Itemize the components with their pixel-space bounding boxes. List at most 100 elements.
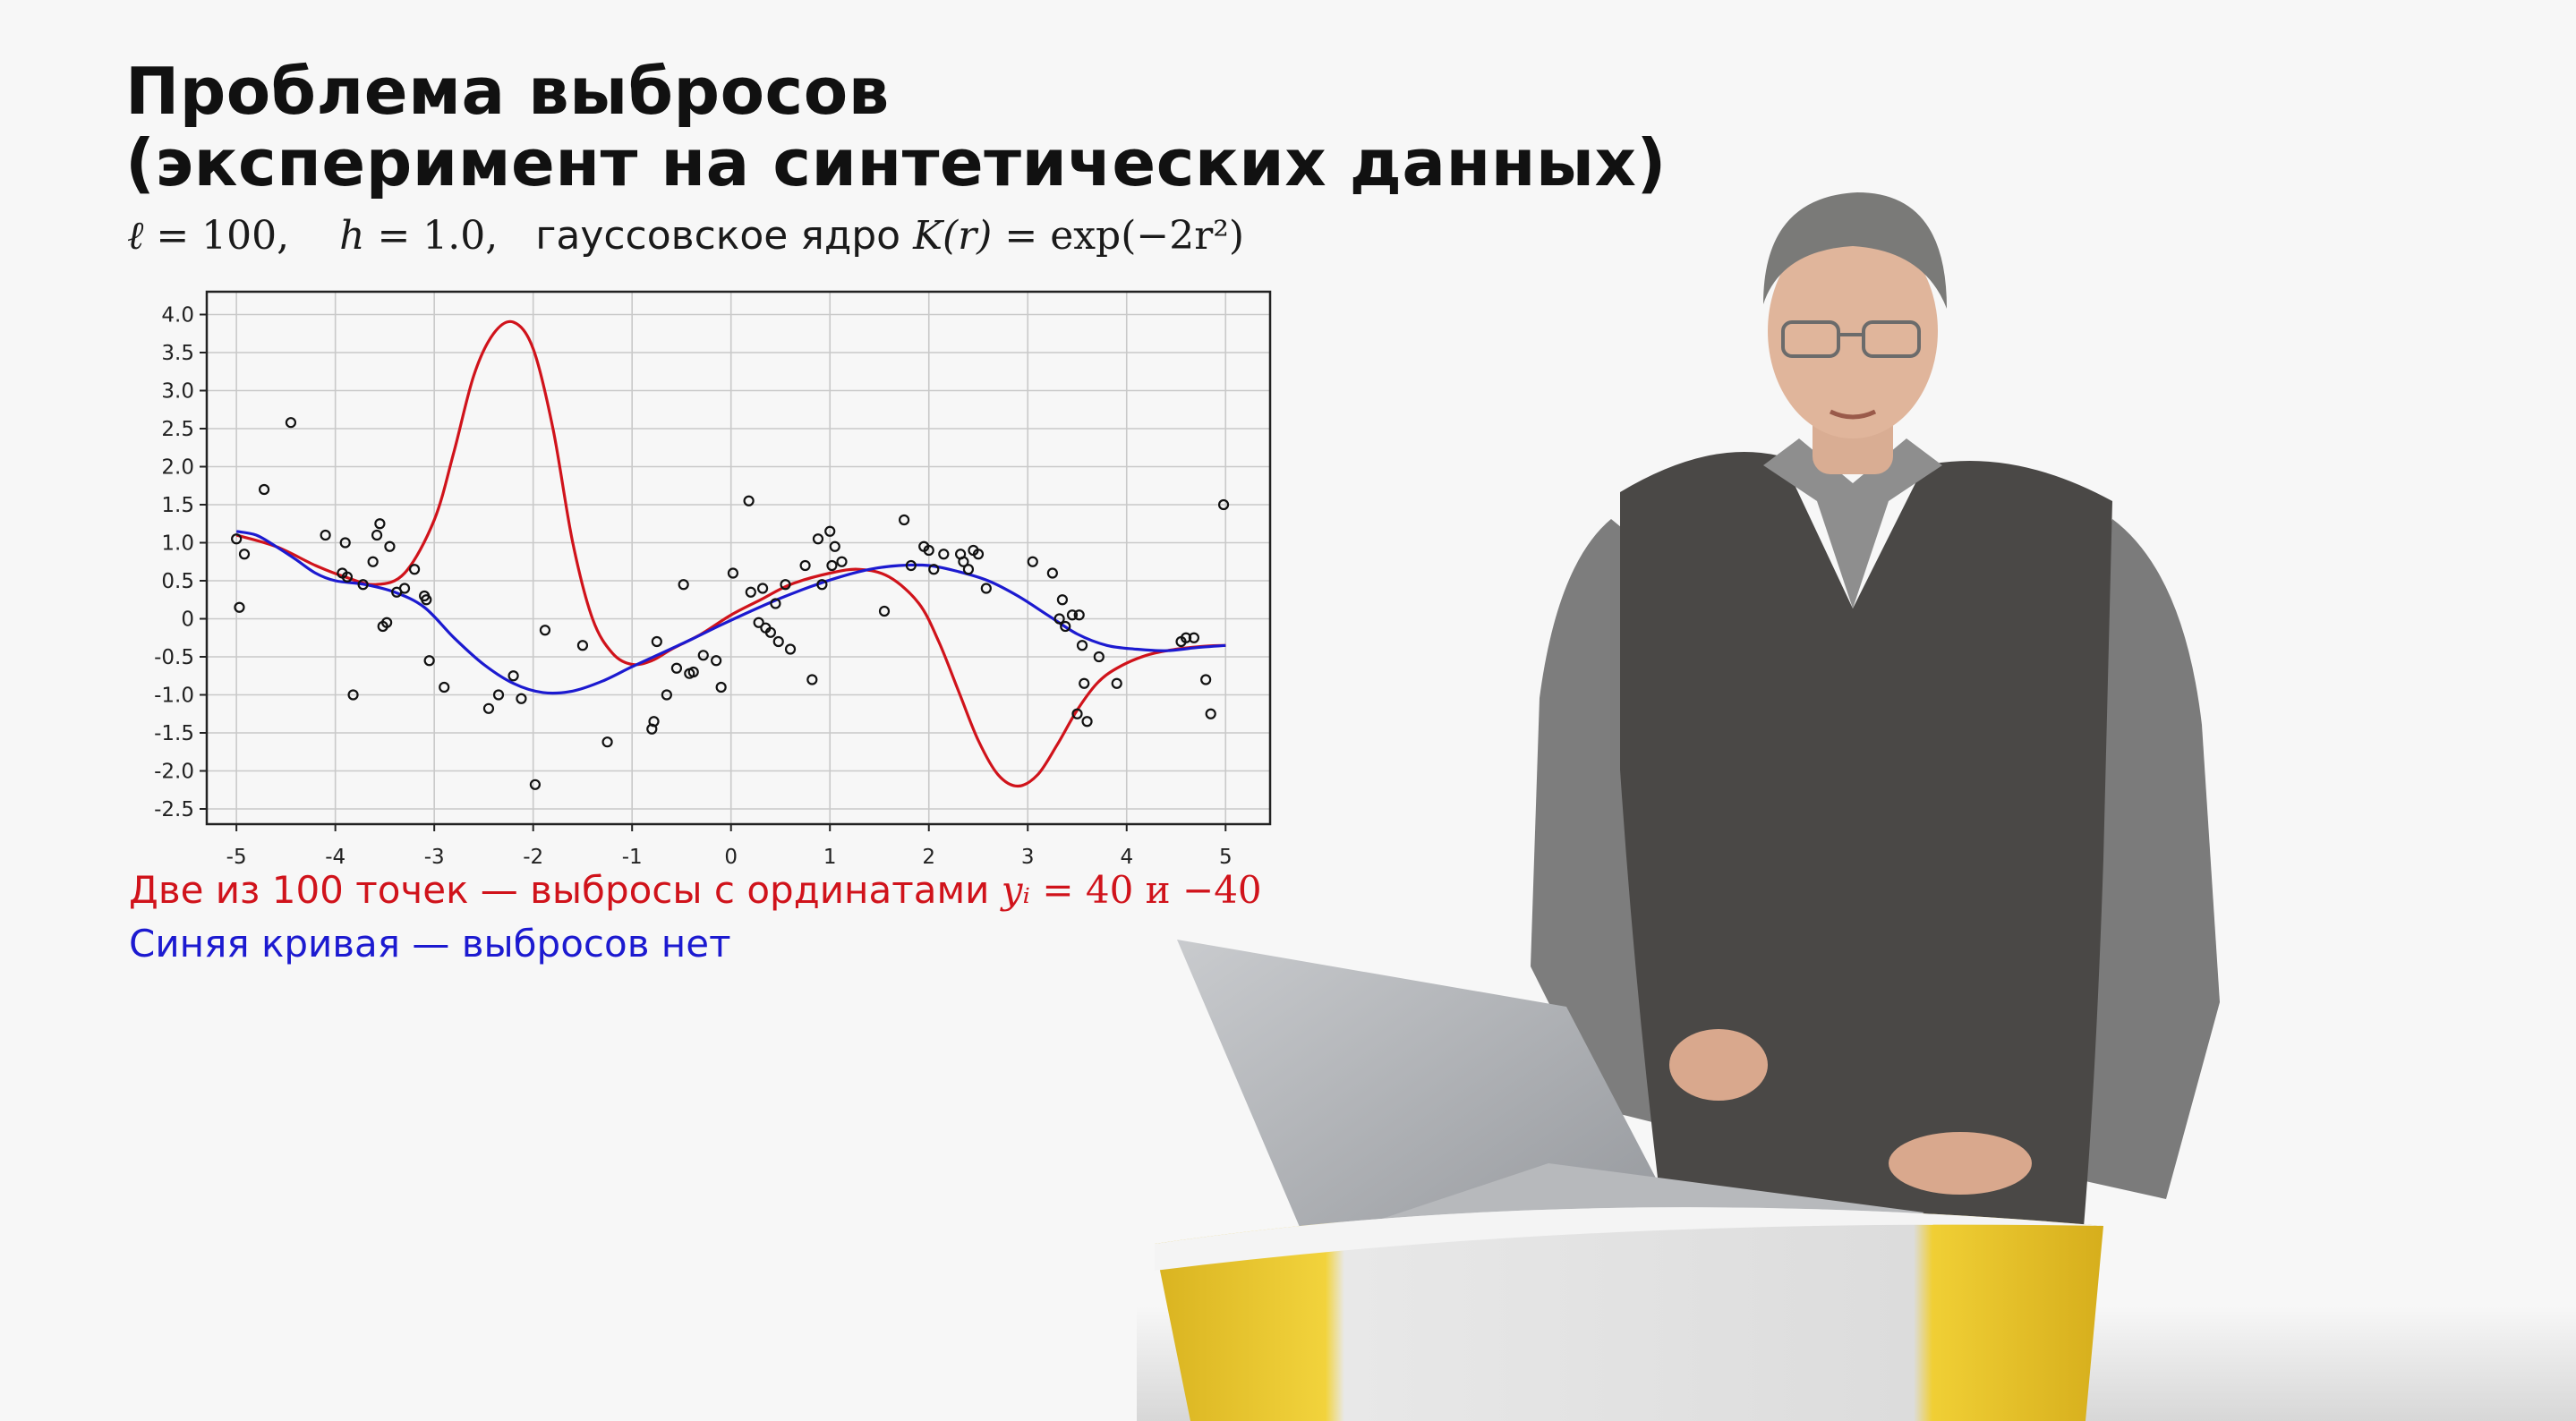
presenter-vest [1620, 452, 2112, 1306]
data-point [648, 716, 660, 728]
data-point [764, 626, 777, 638]
data-point [784, 643, 797, 655]
data-point [824, 525, 836, 537]
caption-no-outliers: Синяя кривая — выбросов нет [129, 922, 731, 966]
data-point [1053, 613, 1065, 625]
data-point [1200, 674, 1212, 685]
data-point [320, 529, 331, 541]
data-point [958, 556, 969, 567]
red-curve-with-outliers [235, 319, 1226, 788]
y-tick-label: 0.5 [161, 570, 194, 593]
slide-title: Проблема выбросов (эксперимент на синтет… [125, 55, 1667, 199]
y-tick-label: 1.0 [161, 532, 194, 556]
data-point [384, 540, 396, 552]
data-point [1071, 708, 1083, 719]
data-point [878, 605, 891, 617]
data-point [398, 583, 411, 594]
data-point [381, 617, 393, 628]
data-point [1076, 640, 1088, 651]
data-point [905, 559, 917, 572]
data-point [482, 702, 495, 714]
data-point [1060, 620, 1071, 633]
x-tick-label: -1 [622, 846, 643, 868]
data-point [374, 518, 386, 530]
y-tick-label: 3.5 [161, 342, 194, 365]
data-point [938, 549, 950, 560]
data-point [670, 662, 683, 674]
x-tick-label: 1 [823, 846, 837, 868]
param-kernel-text: гауссовское ядро [535, 213, 901, 259]
data-point [1046, 567, 1058, 579]
grid [200, 292, 1270, 831]
data-point [715, 681, 727, 693]
data-point [928, 564, 940, 575]
data-point [339, 537, 351, 549]
data-point [1027, 556, 1038, 567]
data-point [539, 625, 551, 636]
data-point [697, 650, 709, 661]
x-tick-label: 4 [1120, 846, 1133, 868]
caption-outliers: Две из 100 точек — выбросы с ординатами … [129, 868, 1262, 912]
data-point [743, 495, 755, 506]
title-line-1: Проблема выбросов [125, 54, 890, 129]
y-tick-label: 1.5 [161, 494, 194, 517]
x-tick-label: 2 [922, 846, 935, 868]
data-point [799, 559, 811, 572]
data-point [423, 655, 435, 667]
data-point [1180, 632, 1192, 643]
data-point [367, 556, 379, 567]
presenter-photo [1137, 192, 2576, 1421]
data-point [421, 594, 432, 606]
y-tick-label: 0 [181, 608, 194, 632]
data-point [1073, 609, 1085, 621]
data-point [756, 583, 769, 594]
x-tick-labels: -5 -4 -3 -2 -1 0 1 2 3 4 5 [226, 846, 1233, 868]
param-h-value: = 1.0, [377, 213, 499, 259]
data-point [651, 635, 662, 648]
y-tick-label: 2.0 [161, 456, 194, 480]
data-point [972, 549, 985, 560]
data-point [829, 540, 840, 552]
data-point [576, 640, 589, 651]
y-tick-label: -0.5 [154, 646, 194, 669]
data-point [678, 579, 689, 591]
data-point [826, 559, 838, 572]
param-kernel-lhs: K(r) [913, 213, 993, 259]
param-ell-value: = 100, [156, 213, 290, 259]
y-tick-labels: 4.0 3.5 3.0 2.5 2.0 1.5 1.0 0.5 0 -0.5 -1.0 -1.5 -2.… [154, 304, 194, 822]
y-tick-label: -2.5 [154, 798, 194, 821]
data-point [516, 693, 527, 704]
experiment-parameters: ℓ = 100, h = 1.0, гауссовское ядро K(r) … [127, 213, 1244, 259]
presenter-head [1768, 224, 1938, 438]
data-point [962, 564, 975, 575]
data-point [1093, 651, 1105, 663]
data-point [812, 533, 824, 545]
blue-curve-no-outliers [235, 530, 1226, 695]
x-tick-label: 0 [724, 846, 738, 868]
data-point [727, 567, 739, 579]
title-line-2: (эксперимент на синтетических данных) [125, 125, 1667, 200]
x-tick-label: 5 [1219, 846, 1233, 868]
data-point [1066, 609, 1079, 621]
data-point [371, 529, 383, 541]
data-point [772, 635, 784, 648]
scatter-plot: 4.0 3.5 3.0 2.5 2.0 1.5 1.0 0.5 0 -0.5 -1.0 -1.5 -2.… [154, 290, 1272, 868]
data-point [780, 579, 791, 591]
data-point [753, 617, 764, 628]
y-tick-label: 3.0 [161, 380, 194, 404]
param-h-symbol: h [339, 213, 365, 259]
y-tick-label: -1.0 [154, 685, 194, 708]
data-point [357, 579, 369, 591]
data-point [508, 670, 519, 682]
series [231, 319, 1230, 790]
glasses [1781, 320, 1921, 358]
param-ell-symbol: ℓ [127, 213, 144, 259]
y-tick-label: 4.0 [161, 304, 194, 328]
plot-frame [205, 290, 1272, 826]
data-point [1079, 677, 1090, 689]
data-point [238, 549, 251, 560]
caption-red-suffix: = 40 и −40 [1042, 868, 1262, 912]
data-point [341, 571, 354, 583]
data-point [1111, 677, 1122, 689]
data-point [745, 586, 756, 598]
